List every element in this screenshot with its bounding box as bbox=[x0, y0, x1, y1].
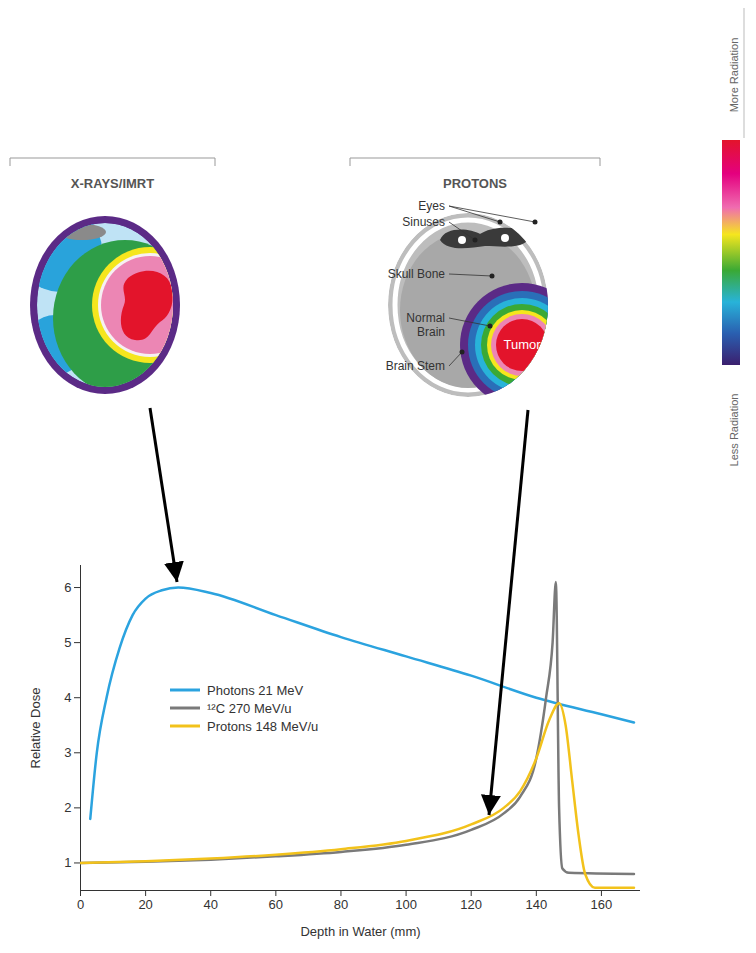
svg-text:More Radiation: More Radiation bbox=[728, 38, 740, 113]
svg-text:1: 1 bbox=[64, 855, 71, 870]
svg-text:140: 140 bbox=[525, 897, 547, 912]
svg-text:Tumor: Tumor bbox=[503, 337, 541, 352]
svg-text:NormalBrain: NormalBrain bbox=[406, 311, 445, 339]
svg-text:Relative Dose: Relative Dose bbox=[28, 688, 43, 769]
svg-text:¹²C 270 MeV/u: ¹²C 270 MeV/u bbox=[207, 701, 292, 716]
svg-text:120: 120 bbox=[460, 897, 482, 912]
svg-text:Less Radiation: Less Radiation bbox=[728, 394, 740, 467]
svg-text:20: 20 bbox=[138, 897, 152, 912]
svg-text:Photons 21 MeV: Photons 21 MeV bbox=[207, 683, 303, 698]
svg-text:160: 160 bbox=[591, 897, 613, 912]
svg-text:PROTONS: PROTONS bbox=[443, 176, 507, 191]
svg-text:2: 2 bbox=[64, 800, 71, 815]
svg-text:Depth in Water (mm): Depth in Water (mm) bbox=[300, 924, 420, 939]
svg-text:4: 4 bbox=[64, 690, 71, 705]
svg-text:3: 3 bbox=[64, 745, 71, 760]
svg-text:5: 5 bbox=[64, 635, 71, 650]
svg-text:Skull Bone: Skull Bone bbox=[388, 267, 446, 281]
svg-text:6: 6 bbox=[64, 580, 71, 595]
svg-text:0: 0 bbox=[77, 897, 84, 912]
svg-text:80: 80 bbox=[334, 897, 348, 912]
svg-text:Brain Stem: Brain Stem bbox=[386, 359, 445, 373]
svg-text:100: 100 bbox=[395, 897, 417, 912]
svg-text:40: 40 bbox=[203, 897, 217, 912]
svg-text:Sinuses: Sinuses bbox=[402, 215, 445, 229]
svg-text:Protons 148 MeV/u: Protons 148 MeV/u bbox=[207, 719, 318, 734]
svg-text:X-RAYS/IMRT: X-RAYS/IMRT bbox=[71, 176, 154, 191]
svg-text:Eyes: Eyes bbox=[418, 199, 445, 213]
svg-text:60: 60 bbox=[269, 897, 283, 912]
